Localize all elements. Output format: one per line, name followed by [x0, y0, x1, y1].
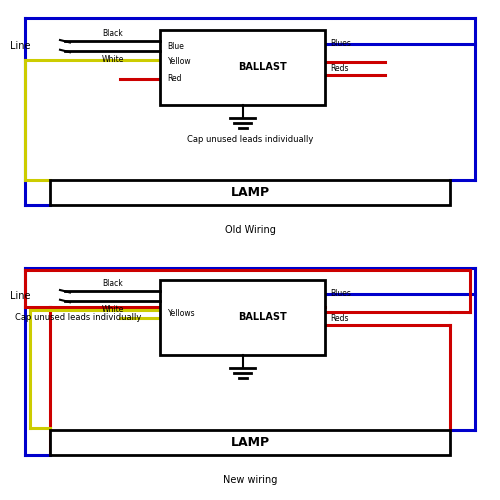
Text: White: White [102, 304, 124, 314]
Text: Blues: Blues [330, 39, 351, 48]
Text: Yellows: Yellows [168, 309, 195, 318]
Text: Cap unused leads individually: Cap unused leads individually [15, 313, 142, 322]
Text: Red: Red [168, 74, 182, 83]
Text: Reds: Reds [330, 64, 348, 72]
Text: LAMP: LAMP [230, 186, 270, 199]
Text: BALLAST: BALLAST [238, 62, 286, 72]
Bar [160, 280, 325, 355]
Text: Old Wiring: Old Wiring [224, 225, 276, 235]
Text: Blue: Blue [168, 42, 184, 51]
Bar [50, 180, 450, 205]
Text: BALLAST: BALLAST [238, 312, 286, 322]
Text: Black: Black [102, 278, 123, 287]
Text: Blues: Blues [330, 289, 351, 298]
Text: Reds: Reds [330, 314, 348, 323]
Text: LAMP: LAMP [230, 436, 270, 449]
Text: Line: Line [10, 291, 30, 301]
Text: New wiring: New wiring [223, 475, 277, 485]
Text: Cap unused leads individually: Cap unused leads individually [187, 136, 313, 144]
Text: White: White [102, 54, 124, 64]
Bar [160, 30, 325, 105]
Text: Yellow: Yellow [168, 57, 191, 66]
Text: Black: Black [102, 28, 123, 38]
Text: Line: Line [10, 41, 30, 51]
Bar [50, 430, 450, 455]
